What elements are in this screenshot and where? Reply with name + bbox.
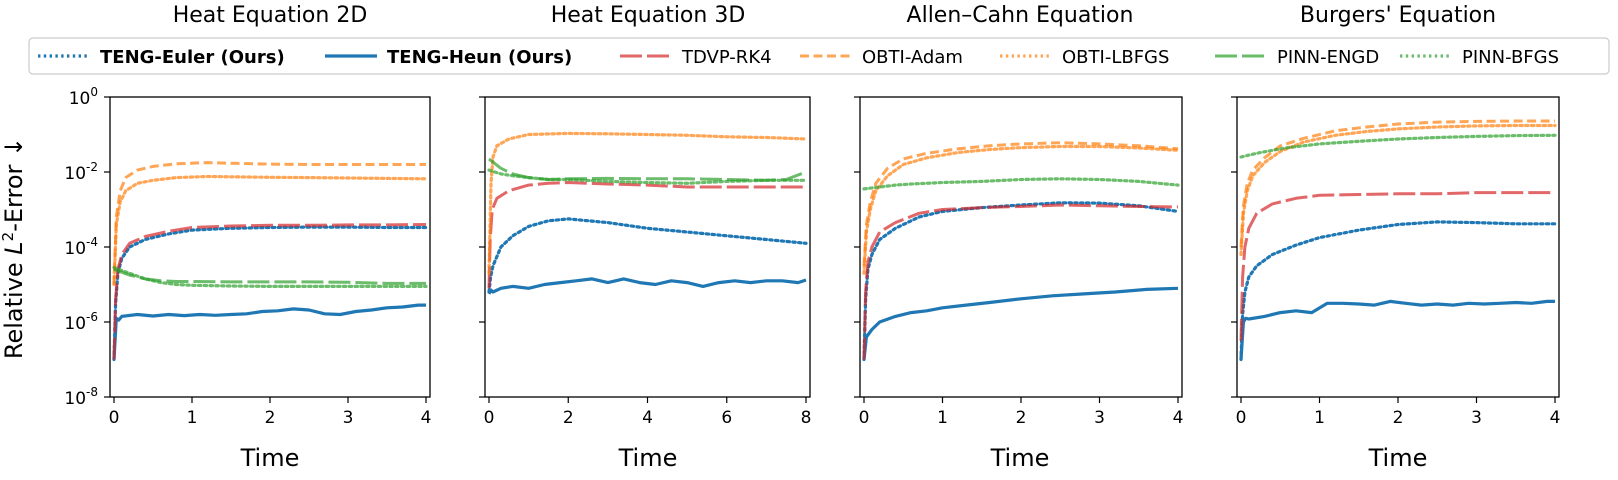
series-line-obti-lbfgs <box>862 144 1180 275</box>
legend-label: PINN-ENGD <box>1277 47 1379 68</box>
x-tick-label: 0 <box>484 408 495 428</box>
series-group <box>1239 119 1557 362</box>
series-line-pinn-bfgs <box>862 177 1180 191</box>
panel-heat-equation-2d: 100 10-2 10-4 10-6 10-8 0 1 2 3 4 <box>64 85 431 428</box>
x-tick-label: 1 <box>937 408 948 428</box>
legend-entry-pinn-engd: PINN-ENGD <box>1215 47 1379 68</box>
x-tick-label: 4 <box>421 408 432 428</box>
x-tick-label: 3 <box>1094 408 1105 428</box>
series-line-tdvp-rk4 <box>487 181 806 289</box>
legend-entry-teng-euler-ours: TENG-Euler (Ours) <box>38 47 285 68</box>
x-tick-label: 2 <box>563 408 574 428</box>
series-group <box>487 131 808 295</box>
x-tick-label: 0 <box>109 408 120 428</box>
legend-entry-pinn-bfgs: PINN-BFGS <box>1400 47 1559 68</box>
x-axis-label-heat-3d: Time <box>618 444 678 472</box>
x-tick-label: 3 <box>343 408 354 428</box>
x-axis-label-allen-cahn: Time <box>990 444 1050 472</box>
series-line-tdvp-rk4 <box>1239 191 1555 341</box>
x-axis-label-heat-2d: Time <box>240 444 300 472</box>
panel-title-heat-3d: Heat Equation 3D <box>551 3 746 28</box>
legend-entry-tdvp-rk4: TDVP-RK4 <box>620 47 772 68</box>
legend: TENG-Euler (Ours) TENG-Heun (Ours) TDVP-RK… <box>28 37 1610 75</box>
series-group <box>112 161 428 362</box>
series-line-teng-euler-ours <box>112 225 428 362</box>
x-tick-label: 4 <box>642 408 653 428</box>
plot-frame <box>109 96 431 398</box>
panel-title-allen-cahn: Allen–Cahn Equation <box>907 3 1134 28</box>
series-line-teng-euler-ours <box>1239 220 1557 362</box>
series-line-obti-adam <box>862 141 1179 266</box>
legend-label: TENG-Euler (Ours) <box>100 47 285 68</box>
legend-entry-teng-heun-ours: TENG-Heun (Ours) <box>325 47 572 68</box>
series-line-obti-lbfgs <box>1239 123 1557 257</box>
y-tick-label: 10-8 <box>64 385 98 409</box>
x-tick-label: 1 <box>1314 408 1325 428</box>
series-line-teng-heun-ours <box>112 303 426 360</box>
panel-title-burgers: Burgers' Equation <box>1300 3 1496 28</box>
x-tick-label: 8 <box>801 408 812 428</box>
x-tick-label: 1 <box>187 408 198 428</box>
x-tick-label: 4 <box>1550 408 1561 428</box>
legend-label: TDVP-RK4 <box>681 47 772 68</box>
panel-burgers-equation: 0 1 2 3 4 <box>1231 96 1561 428</box>
x-tick-label: 6 <box>721 408 732 428</box>
x-tick-label: 0 <box>1236 408 1247 428</box>
y-tick-label: 10-6 <box>64 310 98 334</box>
series-line-teng-heun-ours <box>862 286 1179 360</box>
x-tick-label: 0 <box>859 408 870 428</box>
panel-title-heat-2d: Heat Equation 2D <box>173 3 368 28</box>
legend-entry-obti-lbfgs: OBTI-LBFGS <box>1000 47 1169 68</box>
series-line-pinn-bfgs <box>487 168 808 185</box>
y-axis-label: Relative L2-Error ↓ <box>0 137 28 359</box>
panel-allen-cahn-equation: 0 1 2 3 4 <box>854 96 1184 428</box>
series-line-teng-euler-ours <box>487 217 808 294</box>
series-line-teng-euler-ours <box>862 201 1180 362</box>
series-line-obti-lbfgs <box>487 131 808 275</box>
series-line-tdvp-rk4 <box>862 203 1179 360</box>
plot-frame <box>484 96 811 398</box>
series-group <box>862 141 1180 362</box>
legend-label: PINN-BFGS <box>1462 47 1559 68</box>
series-line-teng-heun-ours <box>1239 299 1555 360</box>
x-tick-label: 4 <box>1173 408 1184 428</box>
series-line-tdvp-rk4 <box>112 223 427 360</box>
legend-label: TENG-Heun (Ours) <box>387 47 572 68</box>
x-tick-label: 2 <box>1016 408 1027 428</box>
plot-frame <box>859 96 1183 398</box>
legend-label: OBTI-Adam <box>862 47 963 68</box>
series-line-pinn-bfgs <box>1239 133 1557 159</box>
x-axis-label-burgers: Time <box>1368 444 1428 472</box>
y-tick-label: 10-4 <box>64 235 98 259</box>
y-tick-label: 10-2 <box>64 160 98 184</box>
y-tick-label: 100 <box>69 85 98 109</box>
x-tick-label: 2 <box>265 408 276 428</box>
panel-heat-equation-3d: 0 2 4 6 8 <box>479 96 812 428</box>
series-line-pinn-bfgs <box>112 266 428 288</box>
legend-entry-obti-adam: OBTI-Adam <box>800 47 963 68</box>
series-line-obti-adam <box>112 161 426 285</box>
series-line-teng-heun-ours <box>487 277 807 295</box>
legend-label: OBTI-LBFGS <box>1062 47 1169 68</box>
x-tick-label: 2 <box>1393 408 1404 428</box>
x-tick-label: 3 <box>1471 408 1482 428</box>
plot-frame <box>1236 96 1560 398</box>
series-line-obti-lbfgs <box>112 174 428 287</box>
series-line-obti-adam <box>1239 119 1555 248</box>
